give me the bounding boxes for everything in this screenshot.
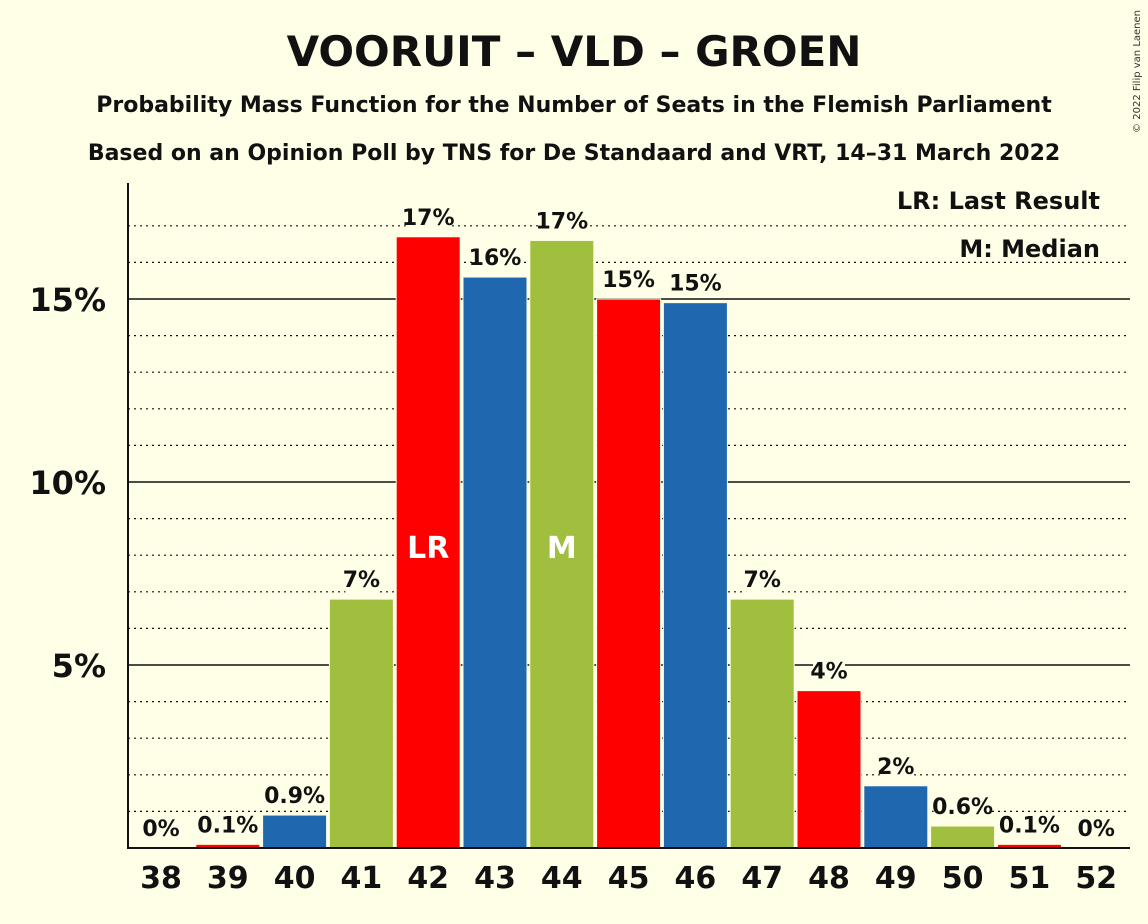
x-tick-label: 40: [274, 861, 316, 896]
data-label-background: [933, 794, 992, 821]
data-label-background: [746, 567, 779, 594]
bar-seat-45: [596, 298, 662, 849]
data-label-seat-51: 0.1%: [999, 813, 1060, 838]
data-label-background: [345, 567, 378, 594]
bar-seat-40: [262, 814, 328, 849]
data-label-seat-39: 0.1%: [197, 813, 258, 838]
bar-seat-47: [729, 598, 795, 849]
legend-last-result: LR: Last Result: [897, 187, 1100, 215]
data-label-background: [405, 204, 451, 231]
median-marker: M: [547, 531, 577, 566]
copyright-notice: © 2022 Filip van Laenen: [1132, 10, 1143, 133]
data-label-seat-44: 17%: [535, 209, 588, 234]
bar-seat-49: [863, 785, 929, 849]
bar-seat-41: [328, 598, 394, 849]
data-label-background: [879, 753, 912, 780]
data-label-background: [672, 270, 718, 297]
data-label-seat-46: 15%: [669, 272, 722, 297]
data-label-seat-50: 0.6%: [932, 795, 993, 820]
x-tick-label: 49: [875, 861, 917, 896]
x-tick-label: 50: [942, 861, 984, 896]
last-result-marker: LR: [407, 531, 449, 566]
data-label-background: [472, 245, 518, 272]
chart-subtitle-source: Based on an Opinion Poll by TNS for De S…: [88, 141, 1060, 166]
data-label-seat-42: 17%: [402, 206, 455, 231]
bars: LR M: [195, 236, 1062, 849]
x-tick-label: 38: [140, 861, 182, 896]
y-tick-label: 15%: [29, 281, 106, 319]
x-tick-label: 42: [407, 861, 449, 896]
grid-lines: [128, 225, 1130, 813]
data-label-seat-52: 0%: [1078, 817, 1115, 842]
chart-title: VOORUIT – VLD – GROEN: [287, 27, 862, 76]
data-label-seat-49: 2%: [877, 755, 914, 780]
data-label-seat-45: 15%: [602, 268, 655, 293]
data-label-seat-43: 16%: [469, 246, 522, 271]
data-label-seat-48: 4%: [810, 660, 847, 685]
data-label-background: [813, 658, 845, 685]
x-tick-label: 46: [675, 861, 717, 896]
x-tick-label: 51: [1009, 861, 1051, 896]
chart-subtitle: Probability Mass Function for the Number…: [96, 93, 1052, 118]
bar-seat-43: [462, 276, 528, 849]
data-label-seat-38: 0%: [142, 817, 179, 842]
y-tick-label: 5%: [52, 647, 106, 685]
x-tick-label: 47: [741, 861, 783, 896]
x-tick-label: 52: [1075, 861, 1117, 896]
data-label-seat-47: 7%: [744, 568, 781, 593]
x-tick-label: 48: [808, 861, 850, 896]
bar-seat-50: [930, 825, 996, 849]
data-label-background: [265, 783, 324, 810]
data-label-background: [1080, 816, 1113, 842]
x-tick-label: 39: [207, 861, 249, 896]
x-tick-label: 41: [341, 861, 383, 896]
y-tick-label: 10%: [29, 464, 106, 502]
legend-median: M: Median: [959, 235, 1100, 263]
data-label-seat-40: 0.9%: [264, 784, 325, 809]
bar-seat-46: [662, 302, 728, 849]
bar-seat-48: [796, 690, 862, 849]
data-label-background: [198, 812, 257, 839]
data-label-background: [606, 267, 652, 293]
y-axis-ticks: 5% 10% 15%: [29, 281, 106, 685]
data-labels: 0% 0.1%0.9%7%17%16%17%15% 15%7%4%2%0.6%0.1…: [142, 204, 1115, 842]
x-tick-label: 45: [608, 861, 650, 896]
x-axis-ticks: 38 39 40 41 42 43 44 45 46 47 48 49 50 51 52: [140, 861, 1117, 896]
data-label-seat-41: 7%: [343, 568, 380, 593]
bar-seat-44: [529, 239, 595, 849]
x-tick-label: 44: [541, 861, 583, 896]
data-label-background: [1000, 812, 1059, 839]
data-label-background: [145, 816, 177, 842]
x-tick-label: 43: [474, 861, 516, 896]
data-label-background: [539, 208, 585, 235]
